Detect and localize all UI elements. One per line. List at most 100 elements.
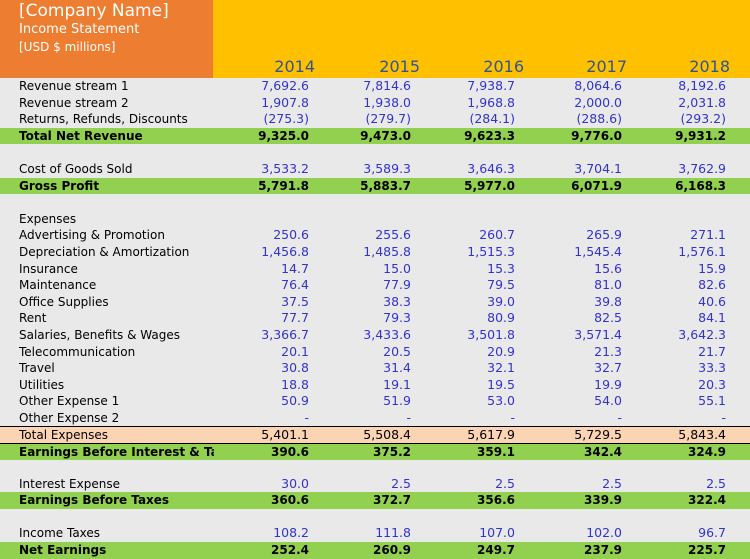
cell-value[interactable]: - [721, 410, 726, 425]
cell-value[interactable]: 342.4 [584, 444, 622, 459]
table-row[interactable]: Telecommunication 20.1 20.5 20.9 21.3 21… [0, 344, 750, 361]
cell-value[interactable]: 9,473.0 [360, 128, 411, 143]
cell-value[interactable]: 82.6 [698, 277, 726, 293]
table-row[interactable]: Office Supplies 37.5 38.3 39.0 39.8 40.6 [0, 294, 750, 311]
cell-value[interactable]: 2.5 [391, 475, 411, 491]
cell-value[interactable]: 39.8 [594, 293, 622, 309]
cell-value[interactable]: 322.4 [688, 493, 726, 508]
cell-value[interactable]: 3,704.1 [574, 161, 622, 176]
cell-value[interactable]: 3,433.6 [363, 327, 411, 342]
cell-value[interactable]: 265.9 [586, 227, 622, 243]
cell-value[interactable]: 9,623.3 [464, 128, 515, 143]
cell-value[interactable]: 76.4 [281, 277, 309, 293]
cell-value[interactable]: 1,485.8 [363, 244, 411, 259]
cell-value[interactable]: 260.9 [373, 543, 411, 557]
cell-value[interactable]: 6,071.9 [571, 178, 622, 193]
cell-value[interactable]: 30.8 [281, 360, 309, 376]
total-row[interactable]: Earnings Before Interest & Taxes 390.6 3… [0, 442, 750, 461]
cell-value[interactable]: 15.9 [698, 260, 726, 276]
cell-value[interactable]: 20.5 [383, 343, 411, 359]
cell-value[interactable]: 1,576.1 [678, 244, 726, 259]
cell-value[interactable]: 19.1 [383, 376, 411, 392]
table-row[interactable]: Interest Expense 30.0 2.5 2.5 2.5 2.5 [0, 476, 750, 494]
cell-value[interactable]: 3,501.8 [467, 327, 515, 342]
cell-value[interactable]: (288.6) [576, 111, 622, 127]
cell-value[interactable]: 20.3 [698, 376, 726, 392]
cell-value[interactable]: 1,515.3 [467, 244, 515, 259]
total-row[interactable]: Net Earnings 252.4 260.9 249.7 237.9 225… [0, 542, 750, 559]
cell-value[interactable]: 2,000.0 [574, 94, 622, 110]
cell-value[interactable]: 20.9 [487, 343, 515, 359]
table-row[interactable]: Utilities 18.8 19.1 19.5 19.9 20.3 [0, 377, 750, 394]
cell-value[interactable]: 324.9 [688, 444, 726, 459]
cell-value[interactable]: 5,883.7 [360, 178, 411, 193]
cell-value[interactable]: 1,968.8 [467, 94, 515, 110]
cell-value[interactable]: 8,064.6 [574, 78, 622, 93]
cell-value[interactable]: 249.7 [477, 543, 515, 557]
table-row[interactable]: Cost of Goods Sold 3,533.2 3,589.3 3,646… [0, 161, 750, 179]
cell-value[interactable]: 5,401.1 [261, 427, 309, 442]
cell-value[interactable]: (279.7) [365, 111, 411, 127]
cell-value[interactable]: 30.0 [281, 475, 309, 491]
cell-value[interactable]: 102.0 [586, 525, 622, 541]
cell-value[interactable]: 339.9 [584, 493, 622, 508]
cell-value[interactable]: 50.9 [281, 393, 309, 409]
cell-value[interactable]: 252.4 [271, 543, 309, 557]
cell-value[interactable]: 8,192.6 [678, 78, 726, 93]
cell-value[interactable]: 260.7 [479, 227, 515, 243]
cell-value[interactable]: 6,168.3 [675, 178, 726, 193]
cell-value[interactable]: 255.6 [375, 227, 411, 243]
cell-value[interactable]: - [304, 410, 309, 425]
cell-value[interactable]: 79.3 [383, 310, 411, 326]
cell-value[interactable]: 3,762.9 [678, 161, 726, 176]
cell-value[interactable]: 38.3 [383, 293, 411, 309]
cell-value[interactable]: 40.6 [698, 293, 726, 309]
cell-value[interactable]: 19.9 [594, 376, 622, 392]
cell-value[interactable]: 3,533.2 [261, 161, 309, 176]
cell-value[interactable]: 39.0 [487, 293, 515, 309]
cell-value[interactable]: 5,843.4 [678, 427, 726, 442]
table-row[interactable]: Salaries, Benefits & Wages 3,366.7 3,433… [0, 327, 750, 344]
cell-value[interactable]: 356.6 [477, 493, 515, 508]
cell-value[interactable]: 3,366.7 [261, 327, 309, 342]
cell-value[interactable]: 15.3 [487, 260, 515, 276]
table-row[interactable]: Insurance 14.7 15.0 15.3 15.6 15.9 [0, 261, 750, 278]
cell-value[interactable]: 21.3 [594, 343, 622, 359]
cell-value[interactable]: 3,571.4 [574, 327, 622, 342]
cell-value[interactable]: 21.7 [698, 343, 726, 359]
cell-value[interactable]: 20.1 [281, 343, 309, 359]
cell-value[interactable]: 51.9 [383, 393, 411, 409]
cell-value[interactable]: 390.6 [271, 444, 309, 459]
cell-value[interactable]: (275.3) [263, 111, 309, 127]
cell-value[interactable]: 1,545.4 [574, 244, 622, 259]
table-row[interactable]: Depreciation & Amortization 1,456.8 1,48… [0, 244, 750, 261]
cell-value[interactable]: 1,938.0 [363, 94, 411, 110]
cell-value[interactable]: 84.1 [698, 310, 726, 326]
total-row[interactable]: Earnings Before Taxes 360.6 372.7 356.6 … [0, 492, 750, 509]
cell-value[interactable]: 18.8 [281, 376, 309, 392]
cell-value[interactable]: 1,907.8 [261, 94, 309, 110]
cell-value[interactable]: 271.1 [690, 227, 726, 243]
cell-value[interactable]: 80.9 [487, 310, 515, 326]
cell-value[interactable]: 55.1 [698, 393, 726, 409]
table-row[interactable]: Returns, Refunds, Discounts (275.3) (279… [0, 111, 750, 129]
cell-value[interactable]: 237.9 [584, 543, 622, 557]
cell-value[interactable]: 7,692.6 [261, 78, 309, 93]
cell-value[interactable]: 77.9 [383, 277, 411, 293]
table-row[interactable]: Maintenance 76.4 77.9 79.5 81.0 82.6 [0, 277, 750, 294]
subtotal-row[interactable]: Total Expenses 5,401.1 5,508.4 5,617.9 5… [0, 426, 750, 444]
cell-value[interactable]: 77.7 [281, 310, 309, 326]
cell-value[interactable]: 14.7 [281, 260, 309, 276]
cell-value[interactable]: 9,325.0 [258, 128, 309, 143]
table-row[interactable]: Advertising & Promotion 250.6 255.6 260.… [0, 227, 750, 244]
cell-value[interactable]: 3,642.3 [678, 327, 726, 342]
table-row[interactable]: Revenue stream 1 7,692.6 7,814.6 7,938.7… [0, 78, 750, 95]
cell-value[interactable]: 9,776.0 [571, 128, 622, 143]
cell-value[interactable]: 5,729.5 [574, 427, 622, 442]
table-row[interactable]: Other Expense 2 - - - - - [0, 410, 750, 427]
cell-value[interactable]: 31.4 [383, 360, 411, 376]
cell-value[interactable]: 1,456.8 [261, 244, 309, 259]
cell-value[interactable]: 360.6 [271, 493, 309, 508]
cell-value[interactable]: 372.7 [373, 493, 411, 508]
cell-value[interactable]: - [510, 410, 515, 425]
